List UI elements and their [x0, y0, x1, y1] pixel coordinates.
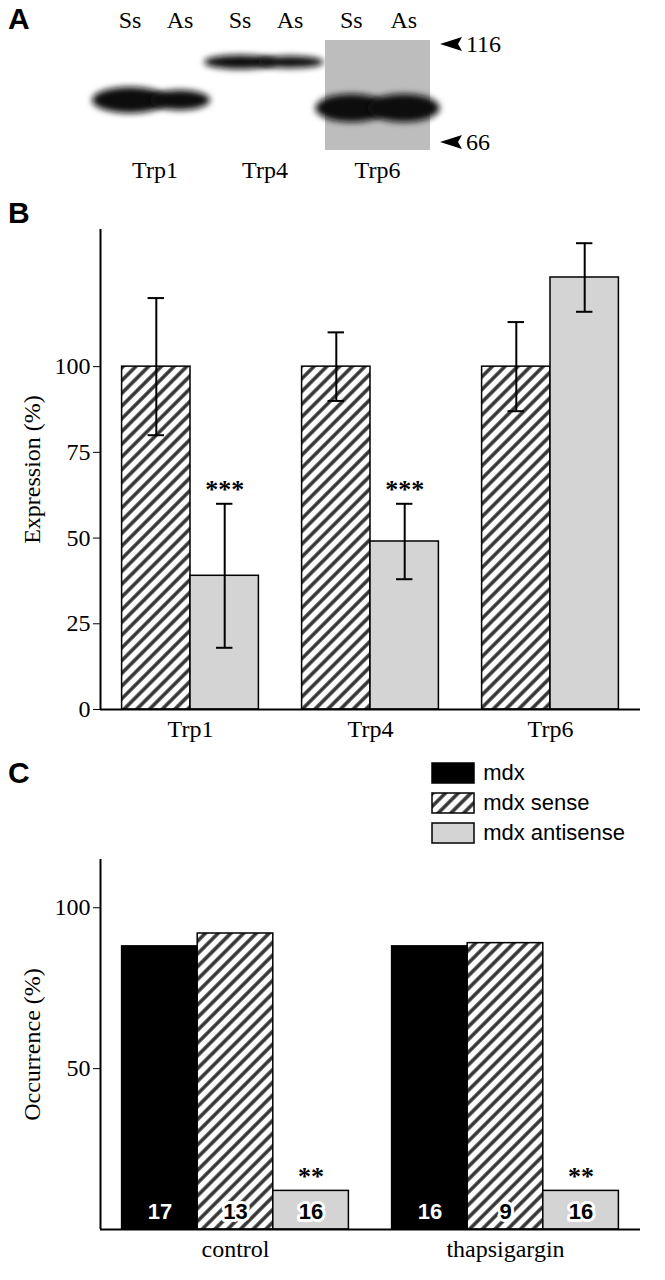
svg-text:Trp1: Trp1 [168, 716, 214, 742]
svg-text:16: 16 [418, 1199, 442, 1224]
svg-text:***: *** [385, 475, 424, 504]
svg-text:Trp4: Trp4 [242, 157, 288, 183]
svg-text:As: As [277, 7, 304, 33]
svg-text:25: 25 [67, 610, 91, 636]
svg-text:Trp4: Trp4 [348, 716, 394, 742]
svg-text:0: 0 [79, 696, 91, 722]
html-text:mdx: mdx [483, 760, 525, 785]
svg-text:Ss: Ss [340, 7, 363, 33]
svg-text:***: *** [205, 475, 244, 504]
svg-text:116: 116 [466, 31, 501, 57]
html-text:mdx antisense: mdx antisense [483, 820, 625, 845]
svg-text:13: 13 [223, 1199, 247, 1224]
svg-text:Trp6: Trp6 [355, 157, 401, 183]
svg-text:100: 100 [55, 353, 91, 379]
html-text:B: B [8, 196, 30, 229]
svg-text:**: ** [298, 1162, 324, 1191]
html-text:mdx sense: mdx sense [483, 790, 590, 815]
svg-text:Ss: Ss [119, 7, 142, 33]
svg-text:thapsigargin: thapsigargin [446, 1236, 564, 1262]
svg-text:As: As [390, 7, 417, 33]
svg-text:As: As [167, 7, 194, 33]
svg-text:9: 9 [499, 1199, 511, 1224]
svg-text:50: 50 [67, 525, 91, 551]
svg-text:75: 75 [67, 439, 91, 465]
svg-text:66: 66 [466, 129, 490, 155]
html-text:C: C [8, 756, 30, 789]
svg-text:16: 16 [299, 1199, 323, 1224]
svg-text:Expression (%): Expression (%) [19, 395, 45, 544]
svg-text:**: ** [568, 1162, 594, 1191]
svg-text:Ss: Ss [229, 7, 252, 33]
svg-text:Occurrence (%): Occurrence (%) [19, 968, 45, 1121]
svg-text:Trp1: Trp1 [132, 157, 178, 183]
svg-text:50: 50 [67, 1055, 91, 1081]
svg-text:16: 16 [569, 1199, 593, 1224]
svg-text:control: control [202, 1236, 270, 1262]
svg-text:100: 100 [55, 894, 91, 920]
svg-text:Trp6: Trp6 [528, 716, 574, 742]
svg-text:17: 17 [148, 1199, 172, 1224]
html-text:A: A [8, 2, 30, 35]
